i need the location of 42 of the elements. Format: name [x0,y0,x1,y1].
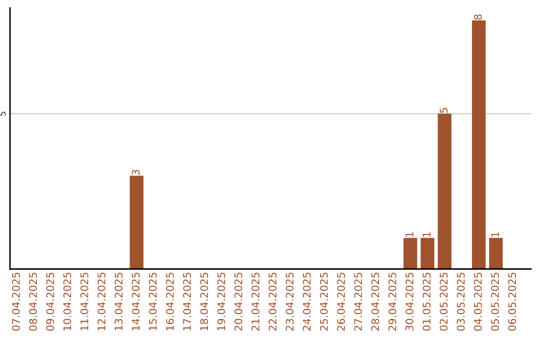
x-tick-label: 23.04.2025 [286,272,294,331]
bar [420,238,434,269]
x-tick-label: 14.04.2025 [132,272,140,330]
data-label: 1 [422,232,430,237]
x-tick-label: 02.05.2025 [440,272,448,331]
x-tick-label: 24.04.2025 [302,272,311,331]
x-tick-label: 16.04.2025 [166,272,174,330]
data-label: 8 [474,14,482,20]
x-tick-label: 20.04.2025 [234,272,242,331]
x-tick-label: 10.04.2025 [63,272,72,330]
x-tick-label: 15.04.2025 [148,272,157,330]
x-tick-label: 22.04.2025 [268,272,277,331]
x-tick-label: 09.04.2025 [46,272,54,331]
x-tick-label: 07.04.2025 [12,272,20,331]
x-tick-label: 17.04.2025 [183,272,191,330]
x-tick-label: 06.05.2025 [508,272,516,331]
bar [489,238,503,269]
bar [130,176,144,269]
x-tick-label: 05.05.2025 [491,272,499,331]
bar [404,238,418,269]
x-tick-label: 27.04.2025 [354,272,362,331]
x-tick-label: 18.04.2025 [200,272,208,330]
x-tick-label: 30.04.2025 [406,272,414,331]
x-tick-label: 04.05.2025 [474,272,482,331]
x-tick-label: 26.04.2025 [337,272,345,331]
x-tick-label: 03.05.2025 [456,272,465,331]
x-tick-label: 01.05.2025 [422,272,431,331]
data-label: 1 [406,232,414,237]
x-tick-label: 28.04.2025 [371,272,380,331]
bar [438,114,452,269]
x-tick-label: 11.04.2025 [80,272,88,330]
x-tick-label: 08.04.2025 [29,272,37,331]
bar [472,20,486,269]
x-tick-label: 25.04.2025 [320,272,328,331]
data-label: 3 [132,170,140,175]
x-tick-label: 19.04.2025 [217,272,226,330]
x-tick-label: 13.04.2025 [114,272,123,330]
data-label: 1 [491,232,499,237]
x-tick-label: 21.04.2025 [252,272,260,331]
x-tick-label: 29.04.2025 [388,272,396,331]
data-label: 5 [440,108,448,113]
x-tick-label: 12.04.2025 [98,272,106,330]
